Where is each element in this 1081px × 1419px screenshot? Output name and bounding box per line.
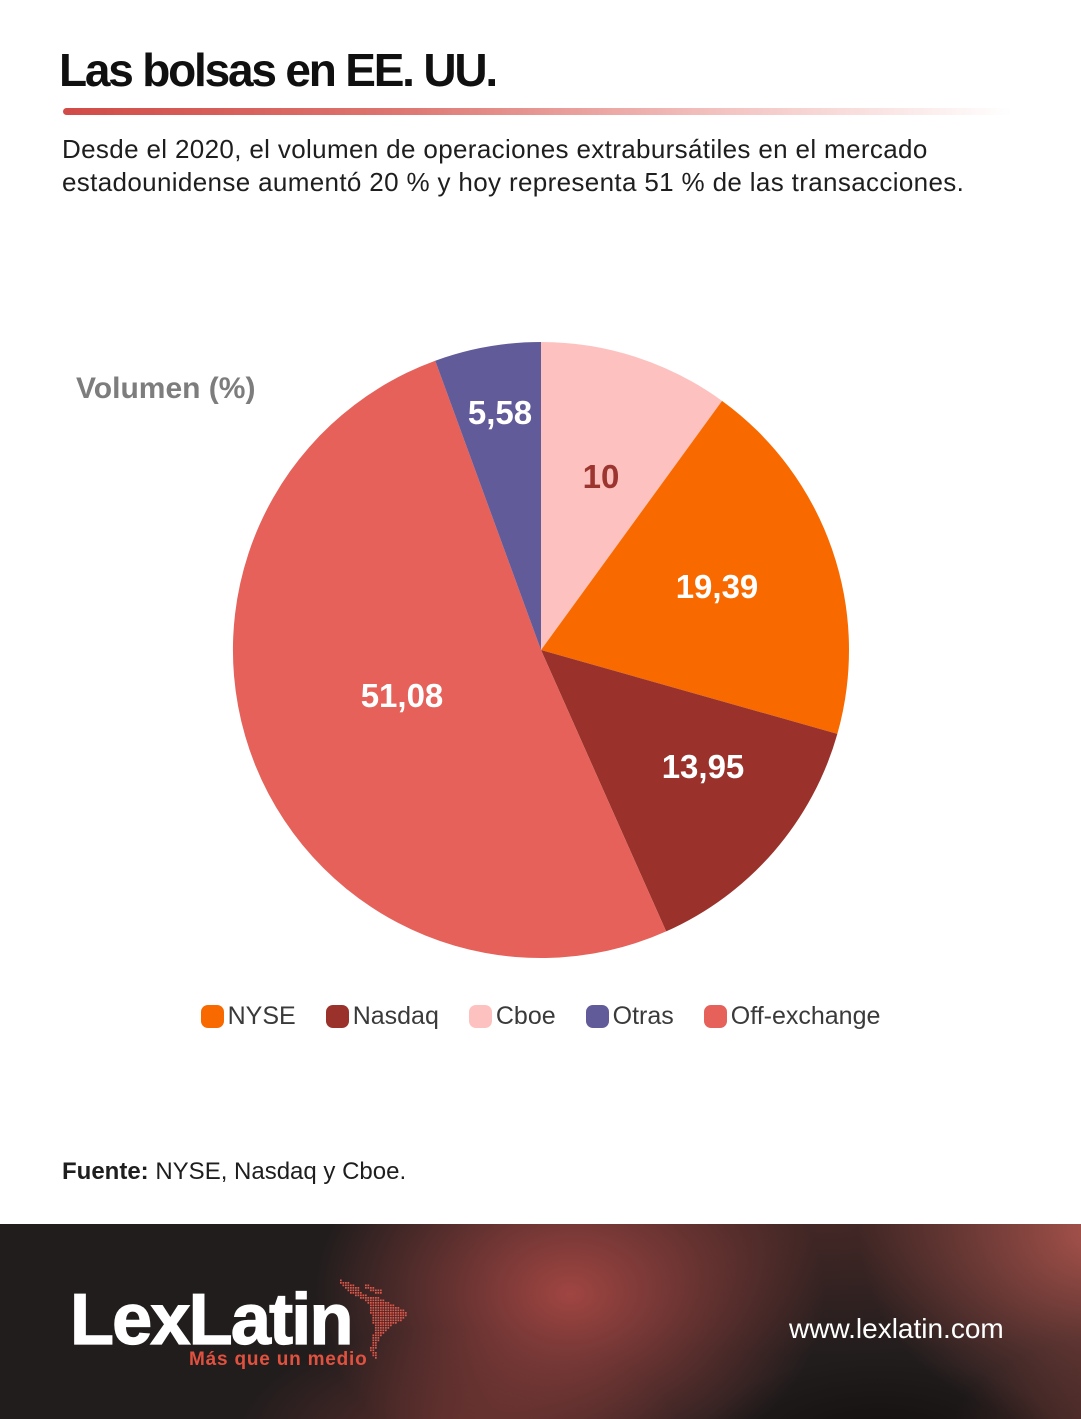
svg-text:51,08: 51,08 bbox=[361, 677, 444, 714]
svg-text:19,39: 19,39 bbox=[676, 568, 759, 605]
svg-text:13,95: 13,95 bbox=[662, 748, 745, 785]
svg-text:10: 10 bbox=[583, 458, 620, 495]
svg-text:5,58: 5,58 bbox=[468, 394, 532, 431]
